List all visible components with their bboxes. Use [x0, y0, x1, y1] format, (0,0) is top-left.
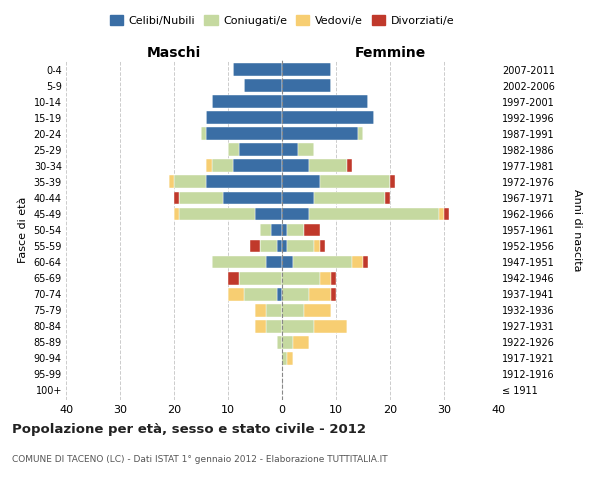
- Bar: [282, 352, 287, 364]
- Bar: [228, 144, 239, 156]
- Y-axis label: Anni di nascita: Anni di nascita: [572, 188, 582, 271]
- Bar: [169, 176, 174, 188]
- Bar: [287, 224, 304, 236]
- Bar: [331, 288, 336, 300]
- Bar: [233, 160, 282, 172]
- Bar: [179, 192, 223, 204]
- Bar: [320, 176, 390, 188]
- Bar: [266, 256, 282, 268]
- Bar: [282, 96, 368, 108]
- Bar: [212, 160, 233, 172]
- Bar: [244, 288, 277, 300]
- Bar: [282, 208, 309, 220]
- Bar: [347, 160, 352, 172]
- Bar: [277, 336, 282, 348]
- Bar: [206, 176, 282, 188]
- Bar: [282, 176, 320, 188]
- Bar: [174, 176, 206, 188]
- Bar: [260, 224, 271, 236]
- Bar: [255, 304, 266, 316]
- Bar: [320, 240, 325, 252]
- Bar: [309, 208, 439, 220]
- Bar: [206, 160, 212, 172]
- Bar: [174, 192, 179, 204]
- Bar: [223, 192, 282, 204]
- Bar: [255, 320, 266, 332]
- Legend: Celibi/Nubili, Coniugati/e, Vedovi/e, Divorziati/e: Celibi/Nubili, Coniugati/e, Vedovi/e, Di…: [106, 10, 458, 30]
- Bar: [228, 272, 239, 284]
- Bar: [266, 320, 282, 332]
- Bar: [352, 256, 363, 268]
- Bar: [363, 256, 368, 268]
- Bar: [228, 288, 244, 300]
- Y-axis label: Fasce di età: Fasce di età: [18, 197, 28, 263]
- Bar: [298, 144, 314, 156]
- Bar: [282, 272, 320, 284]
- Bar: [266, 304, 282, 316]
- Bar: [239, 144, 282, 156]
- Bar: [255, 208, 282, 220]
- Bar: [250, 240, 260, 252]
- Bar: [309, 160, 347, 172]
- Bar: [282, 160, 309, 172]
- Bar: [282, 320, 314, 332]
- Bar: [282, 128, 358, 140]
- Bar: [304, 224, 320, 236]
- Bar: [287, 352, 293, 364]
- Text: Femmine: Femmine: [355, 46, 425, 60]
- Bar: [293, 336, 309, 348]
- Bar: [304, 304, 331, 316]
- Bar: [331, 272, 336, 284]
- Text: COMUNE DI TACENO (LC) - Dati ISTAT 1° gennaio 2012 - Elaborazione TUTTITALIA.IT: COMUNE DI TACENO (LC) - Dati ISTAT 1° ge…: [12, 455, 388, 464]
- Bar: [282, 112, 374, 124]
- Bar: [282, 224, 287, 236]
- Bar: [212, 96, 282, 108]
- Bar: [282, 288, 309, 300]
- Bar: [314, 320, 347, 332]
- Bar: [260, 240, 277, 252]
- Bar: [320, 272, 331, 284]
- Text: Maschi: Maschi: [147, 46, 201, 60]
- Bar: [201, 128, 206, 140]
- Bar: [277, 288, 282, 300]
- Bar: [282, 63, 331, 76]
- Bar: [239, 272, 282, 284]
- Bar: [314, 240, 320, 252]
- Bar: [309, 288, 331, 300]
- Bar: [282, 144, 298, 156]
- Bar: [282, 256, 293, 268]
- Bar: [212, 256, 266, 268]
- Bar: [314, 192, 385, 204]
- Bar: [282, 240, 287, 252]
- Bar: [282, 192, 314, 204]
- Bar: [233, 63, 282, 76]
- Bar: [179, 208, 255, 220]
- Bar: [206, 128, 282, 140]
- Bar: [358, 128, 363, 140]
- Text: Popolazione per età, sesso e stato civile - 2012: Popolazione per età, sesso e stato civil…: [12, 422, 366, 436]
- Bar: [277, 240, 282, 252]
- Bar: [293, 256, 352, 268]
- Bar: [206, 112, 282, 124]
- Bar: [244, 79, 282, 92]
- Bar: [287, 240, 314, 252]
- Bar: [271, 224, 282, 236]
- Bar: [390, 176, 395, 188]
- Bar: [385, 192, 390, 204]
- Bar: [439, 208, 444, 220]
- Bar: [282, 304, 304, 316]
- Bar: [444, 208, 449, 220]
- Bar: [282, 79, 331, 92]
- Bar: [282, 336, 293, 348]
- Bar: [174, 208, 179, 220]
